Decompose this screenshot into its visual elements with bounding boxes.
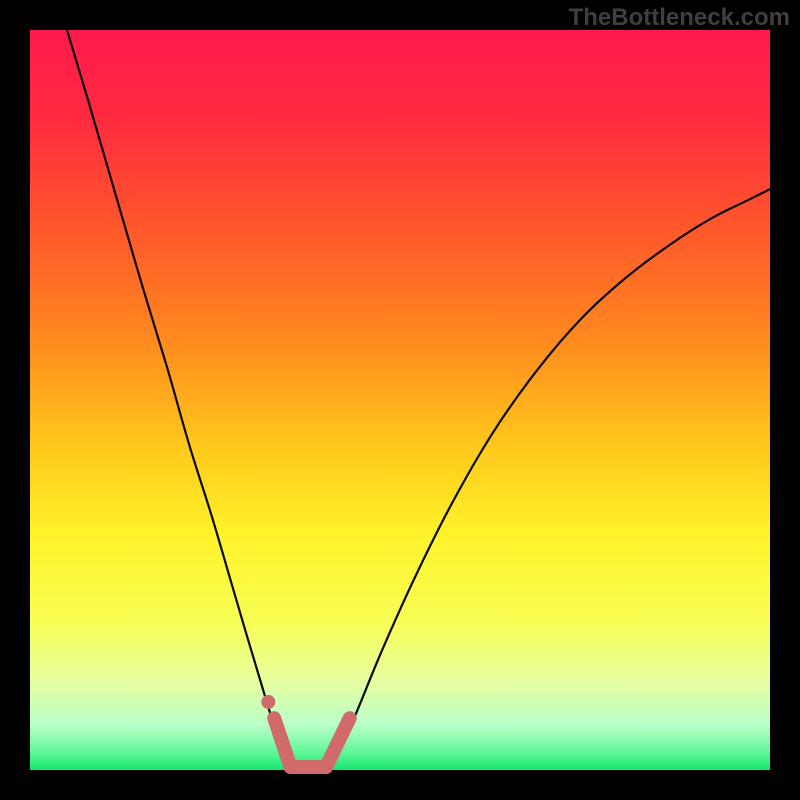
stage: TheBottleneck.com (0, 0, 800, 800)
chart-svg (0, 0, 800, 800)
plot-background-gradient (30, 30, 770, 770)
highlight-dot (261, 695, 275, 709)
watermark-text: TheBottleneck.com (569, 4, 790, 32)
